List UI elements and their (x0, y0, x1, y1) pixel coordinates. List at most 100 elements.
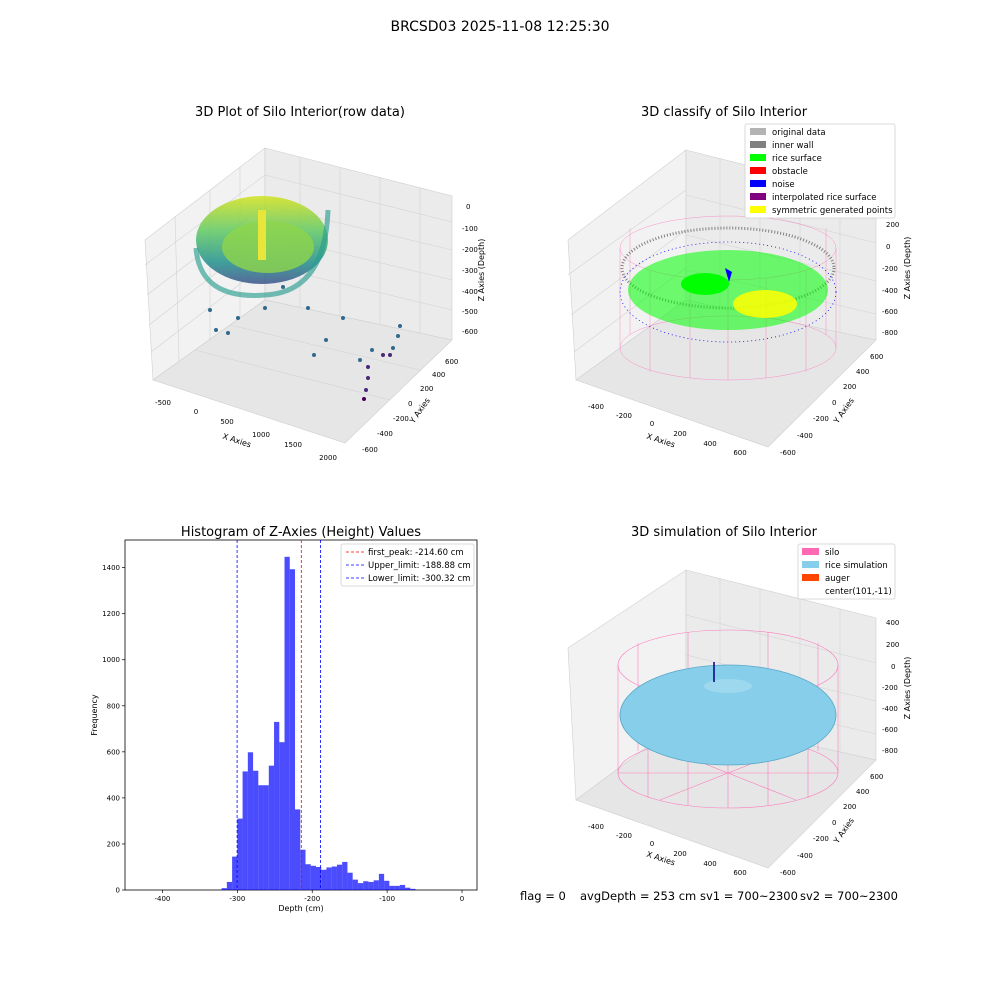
z-tick-label: 400 (886, 619, 899, 627)
y-tick-label: 400 (856, 368, 869, 376)
legend-label: rice surface (772, 154, 822, 164)
histogram-bar (232, 856, 238, 890)
x-tick-label: 500 (220, 418, 233, 426)
histogram-bar (284, 556, 290, 890)
histogram-bar (237, 818, 243, 890)
histogram-bar (279, 742, 285, 890)
legend-swatch (802, 561, 819, 568)
histogram-bar (258, 785, 264, 890)
legend-frame (340, 543, 475, 587)
histogram-bar (221, 888, 227, 890)
legend-frame (744, 123, 896, 219)
y-axis-ticks: 0 200 400 600 800 1000 1200 1400 (102, 564, 125, 895)
legend-swatch (750, 167, 766, 174)
status-line: flag = 0 avgDepth = 253 cm sv1 = 700~230… (520, 889, 898, 903)
x-tick-label: 0 (650, 840, 654, 848)
legend-frame (797, 543, 896, 600)
histogram-bar (295, 809, 301, 890)
y-tick-label: 1200 (102, 610, 120, 618)
z-tick-label: -100 (462, 225, 478, 233)
legend-swatch (750, 128, 766, 135)
legend-label: obstacle (772, 167, 808, 177)
z-tick-label: 0 (886, 243, 890, 251)
histogram-bar (405, 887, 411, 890)
z-tick-label: 0 (466, 203, 470, 211)
x-tick-label: 0 (650, 420, 654, 428)
histogram-bars (221, 556, 416, 890)
x-tick-label: 1500 (284, 441, 302, 449)
x-tick-label: 0 (460, 895, 464, 903)
x-tick-label: 600 (733, 449, 746, 457)
histogram-bar (352, 879, 358, 890)
z-tick-label: -500 (462, 308, 478, 316)
x-tick-label: 600 (733, 869, 746, 877)
histogram-bar (253, 770, 259, 890)
z-tick-label: 200 (886, 221, 899, 229)
z-tick-label: -400 (882, 287, 898, 295)
y-axis-ticks: -600 -400 -200 0 200 400 600 (780, 773, 883, 877)
panel-raw-data: 3D Plot of Silo Interior(row data) -500 … (144, 105, 486, 462)
legend-swatch (750, 154, 766, 161)
z-tick-label: -200 (882, 265, 898, 273)
legend-swatch (750, 141, 766, 148)
y-tick-label: 200 (107, 840, 120, 848)
x-tick-label: -200 (616, 412, 632, 420)
x-axis-ticks: -400 -200 0 200 400 600 (588, 823, 747, 877)
x-tick-label: -300 (229, 895, 245, 903)
z-tick-label: -600 (882, 308, 898, 316)
panel-histogram: Histogram of Z-Axies (Height) Values -40… (90, 525, 478, 913)
legend-box: silo rice simulation auger center(101,-1… (797, 543, 896, 600)
legend-swatch (750, 193, 766, 200)
y-axis-ticks: -600 -400 -200 0 200 400 600 (780, 353, 883, 457)
status-flag: flag = 0 (520, 889, 566, 903)
z-tick-label: -600 (882, 726, 898, 734)
x-tick-label: 400 (703, 860, 716, 868)
histogram-bar (410, 888, 416, 890)
outlier-points (208, 285, 402, 401)
histogram-bar (268, 765, 275, 890)
panel-title: 3D simulation of Silo Interior (631, 525, 818, 540)
rice-simulation-surface (619, 664, 837, 766)
legend-swatch (750, 206, 766, 213)
histogram-bar (315, 866, 322, 890)
y-tick-label: 0 (832, 819, 836, 827)
legend-label: center(101,-11) (825, 587, 892, 597)
histogram-bar (347, 872, 353, 890)
y-tick-label: -200 (813, 415, 829, 423)
x-tick-label: -500 (155, 399, 171, 407)
z-tick-label: 200 (886, 641, 899, 649)
y-tick-label: -400 (797, 852, 813, 860)
y-tick-label: -600 (780, 869, 796, 877)
legend-label: interpolated rice surface (772, 193, 877, 203)
legend-label: noise (772, 180, 795, 190)
y-tick-label: -400 (377, 430, 393, 438)
legend-label: rice simulation (825, 561, 888, 571)
legend-box: first_peak: -214.60 cm Upper_limit: -188… (340, 543, 475, 587)
legend-label: Upper_limit: -188.88 cm (368, 561, 471, 571)
panel-title: 3D Plot of Silo Interior(row data) (195, 105, 405, 120)
histogram-bar (310, 865, 316, 890)
panel-simulation: 3D simulation of Silo Interior -400 -200… (567, 525, 912, 877)
y-tick-label: 1000 (102, 656, 120, 664)
y-tick-label: 600 (870, 353, 883, 361)
x-tick-label: -200 (304, 895, 320, 903)
histogram-bar (384, 880, 390, 890)
x-axis-label: X Axies (221, 432, 252, 450)
legend-label: first_peak: -214.60 cm (368, 548, 464, 558)
status-sv2: sv2 = 700~2300 (800, 889, 898, 903)
z-tick-label: -400 (462, 288, 478, 296)
histogram-bar (274, 721, 280, 890)
x-tick-label: -400 (588, 403, 604, 411)
y-tick-label: -200 (393, 415, 409, 423)
histogram-bar (305, 864, 311, 890)
histogram-bar (289, 569, 296, 890)
histogram-bar (389, 885, 395, 890)
x-tick-label: -400 (155, 895, 171, 903)
x-axis-ticks: -500 0 500 1000 1500 2000 (155, 399, 337, 462)
y-axis-ticks: -600 -400 -200 0 200 400 600 (362, 358, 458, 454)
z-tick-label: -300 (462, 267, 478, 275)
x-tick-label: 200 (673, 430, 686, 438)
z-axis-ticks: 400 200 0 -200 -400 -600 -800 (882, 619, 899, 755)
rice-surface (628, 250, 828, 330)
histogram-bar (321, 869, 327, 890)
